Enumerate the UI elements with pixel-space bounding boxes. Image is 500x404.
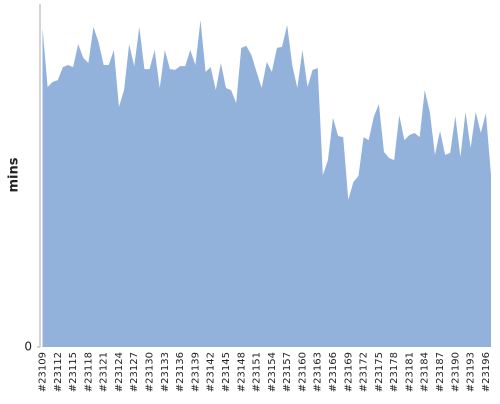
area — [42, 20, 491, 347]
x-tick-label: #23133 — [160, 352, 171, 392]
x-tick-label: #23187 — [435, 352, 446, 392]
x-tick-label: #23145 — [221, 352, 232, 392]
x-tick-label: #23124 — [114, 352, 125, 392]
x-tick-label: #23178 — [389, 352, 400, 392]
x-tick-label: #23160 — [297, 352, 308, 392]
x-tick-label: #23172 — [359, 352, 370, 392]
x-tick-label: #23169 — [343, 352, 354, 392]
x-tick-label: #23166 — [328, 352, 339, 392]
x-tick-label: #23118 — [83, 352, 94, 392]
x-tick-label: #23148 — [236, 352, 247, 392]
x-tick-label: #23109 — [38, 352, 49, 392]
x-tick-label: #23151 — [252, 352, 263, 392]
x-tick-label: #23112 — [53, 352, 64, 392]
y-axis-label: mins — [7, 157, 22, 192]
x-tick-label: #23139 — [190, 352, 201, 392]
x-tick-label: #23142 — [206, 352, 217, 392]
y-tick-label: 0 — [24, 340, 32, 354]
x-tick-label: #23193 — [466, 352, 477, 392]
x-tick-label: #23127 — [129, 352, 140, 392]
x-tick-label: #23121 — [99, 352, 110, 392]
x-tick-label: #23115 — [68, 352, 79, 392]
x-tick-label: #23196 — [481, 352, 492, 392]
x-tick-label: #23190 — [450, 352, 461, 392]
x-tick-label: #23175 — [374, 352, 385, 392]
x-tick-label: #23130 — [145, 352, 156, 392]
x-tick-label: #23181 — [404, 352, 415, 392]
x-tick-label: #23157 — [282, 352, 293, 392]
x-tick-label: #23154 — [267, 352, 278, 392]
x-tick-label: #23184 — [420, 352, 431, 392]
x-tick-label: #23163 — [313, 352, 324, 392]
x-tick-label: #23136 — [175, 352, 186, 392]
